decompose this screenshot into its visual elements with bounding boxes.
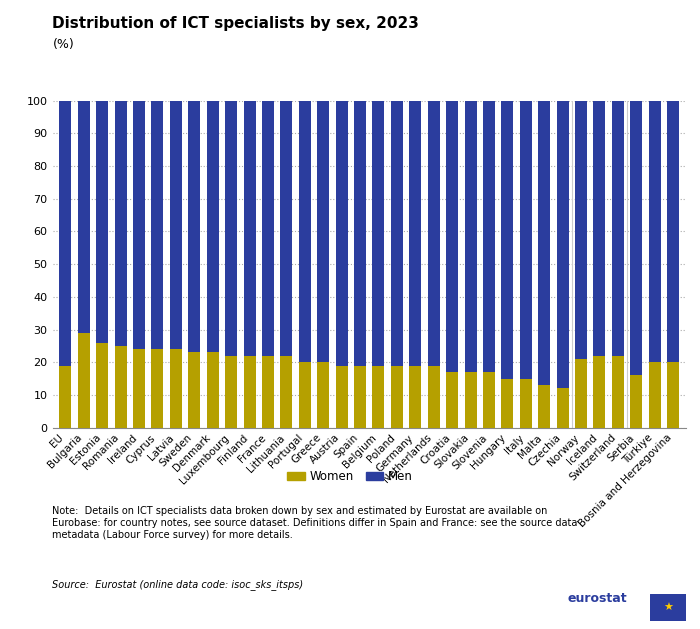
Bar xyxy=(335,365,348,428)
Bar xyxy=(206,101,218,352)
Bar xyxy=(170,349,182,428)
Bar xyxy=(281,356,293,428)
Text: Note:  Details on ICT specialists data broken down by sex and estimated by Euros: Note: Details on ICT specialists data br… xyxy=(52,506,578,540)
Bar xyxy=(391,101,403,365)
Bar xyxy=(520,379,532,428)
Bar xyxy=(60,365,71,428)
Bar xyxy=(78,101,90,333)
Bar xyxy=(115,101,127,346)
Bar xyxy=(556,101,568,389)
Bar xyxy=(317,362,329,428)
Bar xyxy=(667,101,679,362)
Text: Distribution of ICT specialists by sex, 2023: Distribution of ICT specialists by sex, … xyxy=(52,16,419,31)
Bar xyxy=(96,101,108,343)
Bar xyxy=(354,101,366,365)
Bar xyxy=(317,101,329,362)
Text: (%): (%) xyxy=(52,38,74,51)
Bar xyxy=(225,101,237,356)
Bar xyxy=(225,356,237,428)
Bar xyxy=(538,101,550,385)
Bar xyxy=(262,356,274,428)
Bar xyxy=(667,362,679,428)
Bar xyxy=(410,365,421,428)
Bar xyxy=(630,101,643,376)
Bar xyxy=(262,101,274,356)
Bar xyxy=(188,101,200,352)
Bar xyxy=(483,101,495,372)
Bar xyxy=(575,359,587,428)
Bar xyxy=(281,101,293,356)
Bar xyxy=(575,101,587,359)
Bar xyxy=(465,101,477,372)
Legend: Women, Men: Women, Men xyxy=(282,465,418,488)
Bar xyxy=(501,101,513,379)
Text: eurostat: eurostat xyxy=(567,592,626,605)
Bar xyxy=(115,346,127,428)
Bar xyxy=(428,365,440,428)
Bar xyxy=(520,101,532,379)
Bar xyxy=(372,365,384,428)
Bar xyxy=(538,385,550,428)
Bar xyxy=(133,349,145,428)
Bar xyxy=(630,376,643,428)
Bar xyxy=(354,365,366,428)
Bar xyxy=(391,365,403,428)
Bar xyxy=(594,356,606,428)
Bar xyxy=(151,101,164,349)
Bar xyxy=(299,362,311,428)
Bar xyxy=(612,356,624,428)
Bar xyxy=(96,343,108,428)
Bar xyxy=(612,101,624,356)
Bar xyxy=(501,379,513,428)
Bar xyxy=(483,372,495,428)
Bar xyxy=(446,372,458,428)
Bar xyxy=(465,372,477,428)
Bar xyxy=(188,352,200,428)
Bar xyxy=(299,101,311,362)
Bar xyxy=(372,101,384,365)
Bar xyxy=(556,389,568,428)
Bar xyxy=(170,101,182,349)
Text: Source:  Eurostat (online data code: isoc_sks_itsps): Source: Eurostat (online data code: isoc… xyxy=(52,579,304,589)
Bar xyxy=(649,101,661,362)
Bar xyxy=(594,101,606,356)
Bar xyxy=(151,349,164,428)
Bar xyxy=(428,101,440,365)
Text: ★: ★ xyxy=(663,603,673,613)
Bar xyxy=(410,101,421,365)
Bar xyxy=(60,101,71,365)
Bar xyxy=(649,362,661,428)
Bar xyxy=(78,333,90,428)
Bar xyxy=(335,101,348,365)
Bar xyxy=(244,101,256,356)
Bar xyxy=(206,352,218,428)
Bar xyxy=(133,101,145,349)
Bar xyxy=(446,101,458,372)
Bar xyxy=(244,356,256,428)
